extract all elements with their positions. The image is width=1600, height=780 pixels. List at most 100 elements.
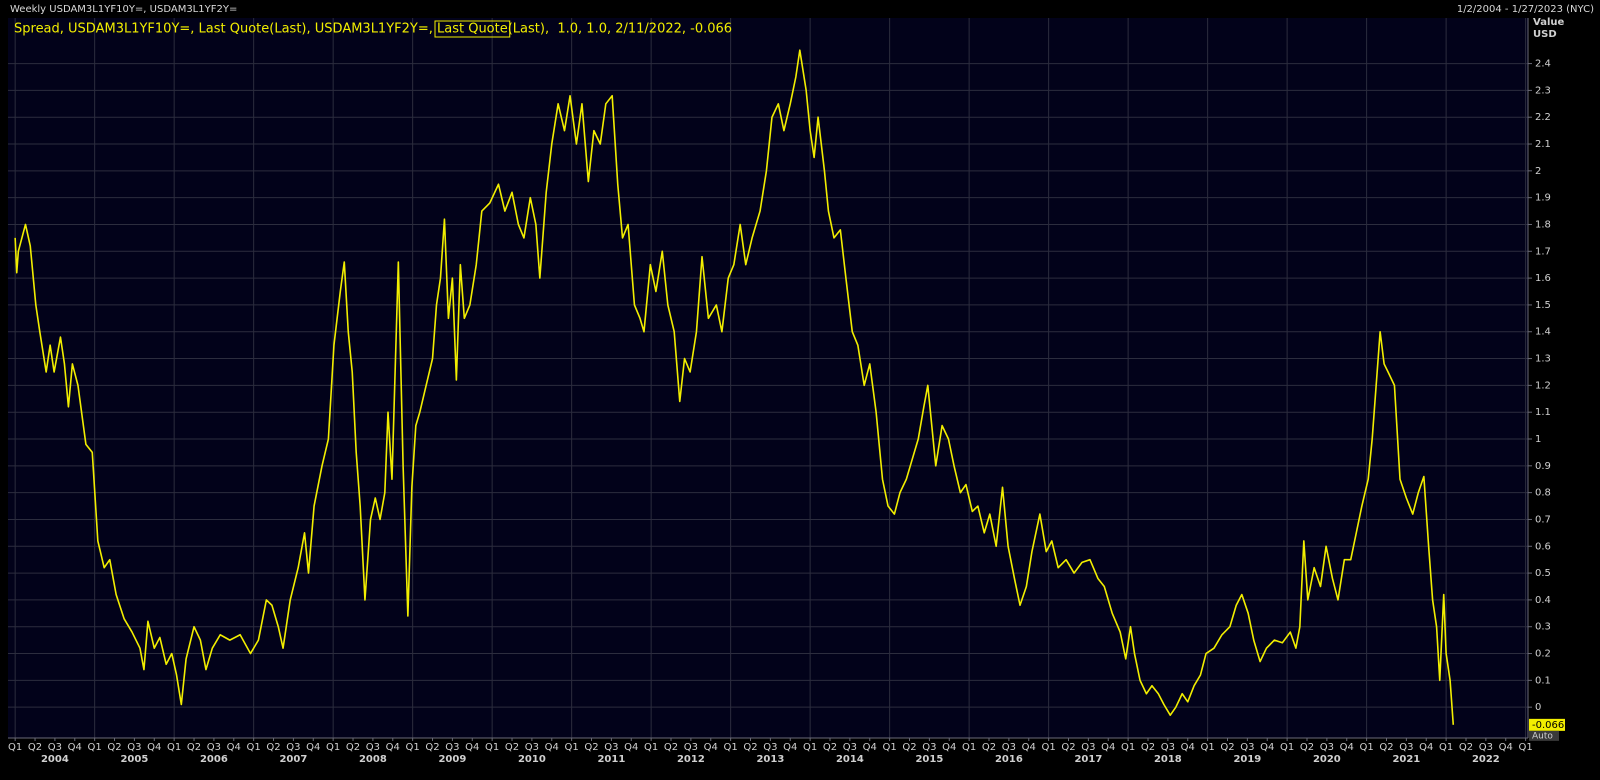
x-tick-label: Q4 [624,742,638,753]
y-tick-label: 0.9 [1535,461,1551,472]
x-tick-label: Q2 [1459,742,1473,753]
x-tick-label: Q1 [883,742,897,753]
year-label: 2007 [279,754,307,765]
x-tick-label: Q1 [1042,742,1056,753]
x-tick-label: Q4 [1260,742,1274,753]
year-label: 2020 [1313,754,1341,765]
year-label: 2016 [995,754,1023,765]
x-tick-label: Q2 [902,742,916,753]
year-label: 2014 [836,754,864,765]
year-label: 2008 [359,754,387,765]
x-tick-label: Q4 [1340,742,1354,753]
x-tick-label: Q1 [326,742,340,753]
x-tick-label: Q1 [962,742,976,753]
x-tick-label: Q4 [386,742,400,753]
header: Weekly USDAM3L1YF10Y=, USDAM3L1YF2Y= [10,4,237,15]
x-tick-label: Q2 [1141,742,1155,753]
x-tick-label: Q3 [763,742,777,753]
year-label: 2011 [597,754,625,765]
x-tick-label: Q1 [1121,742,1135,753]
x-tick-label: Q2 [1220,742,1234,753]
plot-area [8,18,1528,738]
x-tick-label: Q1 [565,742,579,753]
date-range: 1/2/2004 - 1/27/2023 (NYC) [1457,4,1594,15]
x-tick-label: Q1 [644,742,658,753]
x-tick-label: Q3 [1161,742,1175,753]
x-tick-label: Q3 [1081,742,1095,753]
x-tick-label: Q3 [684,742,698,753]
x-tick-label: Q4 [68,742,82,753]
year-label: 2019 [1233,754,1261,765]
x-tick-label: Q4 [1022,742,1036,753]
y-tick-label: 1.9 [1535,193,1551,204]
y-tick-label: 0.4 [1535,595,1551,606]
x-tick-label: Q1 [485,742,499,753]
y-tick-label: 1.6 [1535,273,1551,284]
x-tick-label: Q1 [724,742,738,753]
x-tick-label: Q2 [505,742,519,753]
y-axis-label: Value [1533,17,1564,28]
x-tick-label: Q1 [8,742,22,753]
x-tick-label: Q1 [406,742,420,753]
year-label: 2013 [756,754,784,765]
year-label: 2017 [1074,754,1102,765]
x-tick-label: Q3 [1479,742,1493,753]
x-tick-label: Q3 [127,742,141,753]
x-tick-label: Q4 [1499,742,1513,753]
x-tick-label: Q2 [743,742,757,753]
year-label: 2012 [677,754,705,765]
x-tick-label: Q3 [366,742,380,753]
series-line [14,49,1455,725]
x-tick-label: Q2 [1300,742,1314,753]
year-label: 2015 [915,754,943,765]
x-tick-label: Q3 [1002,742,1016,753]
x-tick-label: Q2 [266,742,280,753]
x-tick-label: Q1 [1201,742,1215,753]
x-tick-label: Q3 [1240,742,1254,753]
x-tick-label: Q3 [48,742,62,753]
x-tick-label: Q4 [1419,742,1433,753]
year-label: 2010 [518,754,546,765]
x-tick-label: Q4 [1101,742,1115,753]
x-tick-label: Q1 [1439,742,1453,753]
legend-text: (Last), 1.0, 1.0, 2/11/2022, -0.066 [508,22,732,37]
legend-text: Spread, USDAM3L1YF10Y=, Last Quote(Last)… [14,22,437,37]
x-tick-label: Q2 [107,742,121,753]
x-tick-label: Q1 [1280,742,1294,753]
year-label: 2009 [438,754,466,765]
x-tick-label: Q1 [247,742,261,753]
y-tick-label: 0.3 [1535,622,1551,633]
x-tick-label: Q4 [942,742,956,753]
x-tick-label: Q1 [1518,742,1532,753]
x-tick-label: Q3 [445,742,459,753]
year-label: 2018 [1154,754,1182,765]
year-label: 2004 [41,754,69,765]
x-tick-label: Q3 [922,742,936,753]
x-tick-label: Q4 [306,742,320,753]
x-tick-label: Q1 [803,742,817,753]
grid [8,18,1532,741]
year-label: 2006 [200,754,228,765]
x-tick-label: Q2 [982,742,996,753]
plot [14,49,1455,725]
legend-text: Last Quote [437,22,508,37]
y-tick-label: 1.2 [1535,380,1551,391]
x-tick-label: Q3 [525,742,539,753]
y-tick-label: 2 [1535,166,1541,177]
y-tick-label: 2.4 [1535,59,1551,70]
y-tick-label: 0 [1535,702,1541,713]
y-tick-label: 1.5 [1535,300,1551,311]
last-value-box [1529,718,1565,731]
x-tick-label: Q4 [863,742,877,753]
y-tick-label: 0.8 [1535,488,1551,499]
year-label: 2022 [1472,754,1500,765]
y-tick-label: 1.8 [1535,219,1551,230]
x-tick-label: Q1 [1360,742,1374,753]
last-value-label: -0.066 [1532,720,1564,731]
x-tick-label: Q3 [604,742,618,753]
x-tick-label: Q4 [783,742,797,753]
y-tick-label: 2.1 [1535,139,1551,150]
x-tick-label: Q2 [823,742,837,753]
